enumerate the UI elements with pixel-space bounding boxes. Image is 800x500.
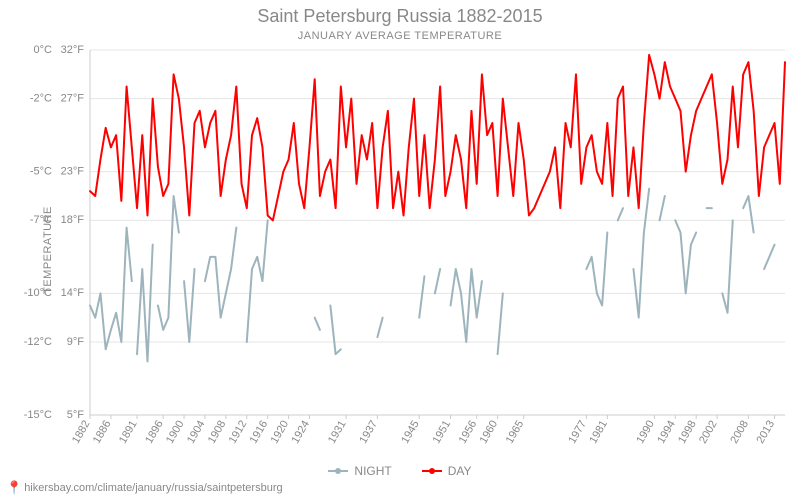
night-series-segment [633,189,649,318]
svg-text:32°F: 32°F [61,44,85,56]
svg-text:1916: 1916 [248,419,271,446]
svg-text:14°F: 14°F [61,287,85,299]
night-series-segment [90,228,132,350]
svg-text:1994: 1994 [655,419,678,446]
svg-text:27°F: 27°F [61,93,85,105]
plot-svg: 0°C32°F-2°C27°F-5°C23°F-7°C18°F-10°C14°F… [90,50,785,415]
svg-text:1886: 1886 [91,419,114,446]
night-series-segment [498,293,503,354]
svg-text:1937: 1937 [357,419,380,446]
map-pin-icon: 📍 [6,480,22,496]
night-series-segment [660,196,665,220]
attribution-text: hikersbay.com/climate/january/russia/sai… [24,482,282,494]
legend-day-marker-icon [422,470,442,472]
legend-night: NIGHT [328,464,391,478]
svg-text:2013: 2013 [755,419,778,446]
night-series-segment [675,220,696,293]
legend-day: DAY [422,464,472,478]
night-series-segment [205,228,236,318]
svg-text:1998: 1998 [676,419,699,446]
chart-subtitle: JANUARY AVERAGE TEMPERATURE [0,30,800,42]
svg-text:-10°C: -10°C [24,287,52,299]
night-series-segment [419,276,424,317]
plot-area: 0°C32°F-2°C27°F-5°C23°F-7°C18°F-10°C14°F… [90,50,785,415]
svg-text:2002: 2002 [697,419,720,446]
night-series-segment [315,318,320,330]
night-series-segment [743,196,753,233]
night-series-segment [435,269,440,293]
day-series [90,55,785,220]
svg-text:-5°C: -5°C [30,166,52,178]
attribution: 📍 hikersbay.com/climate/january/russia/s… [6,480,283,496]
svg-text:-2°C: -2°C [30,93,52,105]
svg-text:1924: 1924 [289,419,312,446]
svg-text:0°C: 0°C [34,44,53,56]
svg-text:1896: 1896 [143,419,166,446]
svg-text:1956: 1956 [457,419,480,446]
svg-text:-7°C: -7°C [30,214,52,226]
svg-text:-15°C: -15°C [24,409,52,421]
legend-night-label: NIGHT [354,464,391,478]
night-series-segment [330,306,340,355]
night-series-segment [137,245,153,362]
svg-text:1912: 1912 [227,419,250,446]
svg-text:18°F: 18°F [61,214,85,226]
night-series-segment [586,233,607,306]
night-series-segment [247,220,268,342]
svg-text:1965: 1965 [504,419,527,446]
svg-text:1945: 1945 [399,419,422,446]
svg-text:1960: 1960 [478,419,501,446]
svg-text:1977: 1977 [566,419,589,446]
svg-text:1891: 1891 [117,419,140,446]
chart-title: Saint Petersburg Russia 1882-2015 [0,6,800,27]
svg-text:1990: 1990 [634,419,657,446]
legend-day-label: DAY [448,464,472,478]
svg-text:1920: 1920 [269,419,292,446]
night-series-segment [451,269,482,342]
night-series-segment [184,269,194,342]
night-series-segment [722,220,732,312]
night-series-segment [764,245,774,269]
svg-text:1931: 1931 [326,419,349,446]
svg-text:-12°C: -12°C [24,336,52,348]
svg-text:1908: 1908 [206,419,229,446]
svg-text:1981: 1981 [587,419,610,446]
night-series-segment [618,208,623,220]
svg-text:1900: 1900 [164,419,187,446]
svg-text:2008: 2008 [728,419,751,446]
legend: NIGHT DAY [0,464,800,478]
temperature-chart: Saint Petersburg Russia 1882-2015 JANUAR… [0,0,800,500]
svg-text:1882: 1882 [70,419,93,446]
svg-text:1951: 1951 [431,419,454,446]
svg-text:9°F: 9°F [67,336,85,348]
svg-text:23°F: 23°F [61,166,85,178]
night-series-segment [377,318,382,337]
night-series-segment [158,196,179,330]
svg-text:1904: 1904 [185,419,208,446]
legend-night-marker-icon [328,470,348,472]
